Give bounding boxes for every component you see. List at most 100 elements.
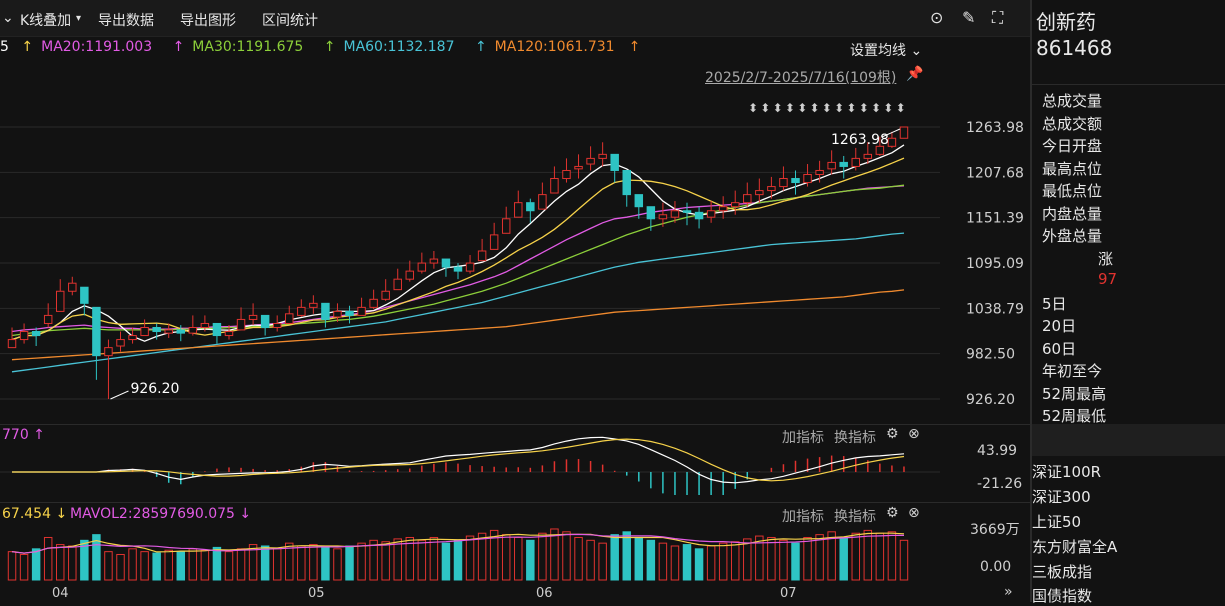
volume-chart[interactable]: 3669万 0.00 (0, 502, 1030, 585)
chart-toolbar: ⌄ K线叠加 ▾ 导出数据 导出图形 区间统计 ⊙ ✎ ⛶ (0, 0, 1030, 37)
volume-bar (272, 548, 282, 581)
volume-bar (116, 553, 125, 581)
volume-bar (19, 553, 29, 581)
price-tick-label: 1038.79 (966, 301, 1024, 317)
candle-body (730, 202, 740, 208)
volume-bar (140, 551, 149, 581)
candle-body (779, 178, 788, 188)
volume-bar (670, 545, 680, 581)
index-item[interactable]: 深证100R (1032, 463, 1102, 481)
candle-body (514, 202, 523, 218)
event-marker-icon: ⬍ (773, 101, 783, 115)
candle-body (188, 326, 198, 334)
chevron-down-icon[interactable]: ⌄ (2, 10, 14, 26)
candle-body (7, 339, 17, 349)
date-range-label[interactable]: 2025/2/7-2025/7/16(109根) (705, 70, 897, 86)
candle-body (31, 331, 41, 337)
indicator1-tick: -21.26 (977, 476, 1022, 492)
volume-bar (501, 534, 511, 581)
candle-body (405, 270, 415, 280)
volume-bar (755, 535, 764, 581)
index-item[interactable]: 深证300 (1032, 488, 1091, 506)
price-tick-label: 982.50 (966, 347, 1015, 363)
volume-bar (899, 539, 909, 581)
candle-body (357, 306, 366, 316)
event-marker-icon: ⬍ (871, 101, 881, 115)
candle-body (56, 290, 65, 312)
export-data-button[interactable]: 导出数据 (98, 13, 154, 29)
indicator2-add-button[interactable]: 加指标 (782, 509, 824, 525)
volume-bar (297, 545, 306, 581)
volume-bar (779, 539, 788, 581)
rise-label: 涨 (1098, 250, 1114, 268)
volume-bar (477, 532, 487, 581)
low-label: 926.20 (130, 381, 179, 397)
candle-body (489, 234, 499, 250)
volume-bar (887, 531, 897, 581)
ma-settings-button[interactable]: 设置均线 ⌄ (850, 43, 923, 59)
volume-bar (393, 538, 402, 581)
candle-body (43, 314, 53, 324)
volume-bar (839, 536, 848, 581)
volume-bar (682, 544, 692, 581)
x-axis: 04 05 06 07 » (0, 584, 1030, 602)
period-52w-high: 52周最高 (1042, 385, 1107, 403)
kline-overlay-menu[interactable]: K线叠加 (20, 13, 72, 29)
volume-bar (56, 544, 65, 581)
indicator1-swap-button[interactable]: 换指标 (834, 430, 876, 446)
volume-bar (7, 551, 17, 581)
volume-bar (453, 539, 463, 581)
indicator2-gear-icon[interactable]: ⚙ (886, 505, 899, 521)
volume-bar (176, 551, 186, 581)
indicator1-close-icon[interactable]: ⊗ (908, 426, 920, 442)
stock-name: 创新药 (1036, 10, 1096, 34)
indicator1-chart[interactable]: 43.99 -21.26 (0, 424, 1030, 501)
event-marker-icon: ⬍ (797, 101, 807, 115)
candle-body (224, 331, 234, 337)
candle-body (791, 178, 800, 184)
volume-bar (706, 545, 716, 581)
candle-body (417, 262, 427, 272)
collapse-circle-icon[interactable]: ⊙ (930, 8, 944, 27)
volume-bar (285, 542, 294, 581)
candle-body (393, 278, 402, 291)
candlestick-chart[interactable]: 1263.98 1207.68 1151.39 1095.09 1038.79 982.5… (0, 60, 1030, 422)
volume-bar (92, 534, 101, 581)
event-marker-icon: ⬍ (748, 101, 758, 115)
volume-bar (417, 539, 427, 581)
index-item[interactable]: 三板成指 (1032, 563, 1093, 581)
index-item[interactable]: 国债指数 (1032, 587, 1093, 605)
period-52w-low: 52周最低 (1042, 407, 1107, 425)
volume-bar (260, 545, 270, 581)
indicator2-swap-button[interactable]: 换指标 (834, 509, 876, 525)
candle-body (899, 126, 909, 139)
indicator1-add-button[interactable]: 加指标 (782, 430, 824, 446)
event-marker-icon: ⬍ (846, 101, 856, 115)
candle-body (658, 214, 668, 220)
index-item[interactable]: 上证50 (1032, 513, 1082, 531)
volume-bar (803, 536, 812, 581)
candle-body (104, 347, 113, 357)
price-tick-label: 1151.39 (966, 211, 1024, 227)
pin-icon[interactable]: 📌 (906, 66, 924, 82)
export-chart-button[interactable]: 导出图形 (180, 13, 236, 29)
candle-body (526, 202, 535, 212)
candle-body (501, 218, 511, 234)
indicator2-close-icon[interactable]: ⊗ (908, 505, 920, 521)
fullscreen-icon[interactable]: ⛶ (992, 8, 1004, 27)
candle-body (815, 169, 824, 175)
candle-body (598, 153, 607, 159)
volume-bar (200, 549, 210, 581)
expand-panel-icon[interactable]: » (1004, 584, 1013, 600)
index-item[interactable]: 东方财富全A (1032, 538, 1118, 556)
range-stats-button[interactable]: 区间统计 (262, 13, 318, 29)
volume-bar (562, 531, 571, 581)
stat-total-amount: 总成交额 (1042, 115, 1103, 133)
mavol1-line (11, 532, 905, 554)
indicator1-gear-icon[interactable]: ⚙ (886, 426, 899, 442)
volume-bar (526, 539, 535, 581)
event-marker-icon: ⬍ (896, 101, 906, 115)
brush-icon[interactable]: ✎ (962, 8, 976, 27)
candle-body (827, 161, 836, 170)
kline-overlay-chevron-icon[interactable]: ▾ (76, 13, 82, 24)
